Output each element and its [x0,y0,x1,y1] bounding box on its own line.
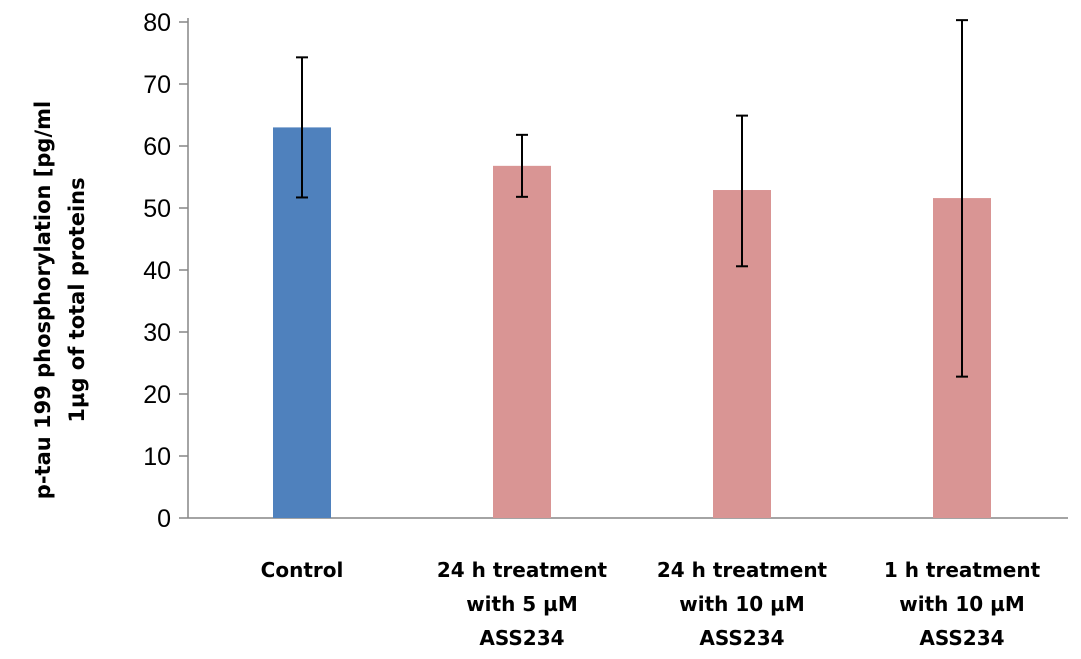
y-tick-label: 80 [143,9,171,37]
x-tick-label: 1 h treatment with 10 µM ASS234 [884,558,1041,650]
y-tick-label: 0 [157,505,171,533]
y-axis-label-line: p-tau 199 phosphorylation [pg/ml [31,101,55,499]
y-tick-label: 30 [143,319,171,347]
y-tick-label: 10 [143,443,171,471]
y-ticks: 0 10 20 30 40 50 60 70 80 [143,9,188,533]
y-tick-label: 50 [143,195,171,223]
y-axis-label: p-tau 199 phosphorylation [pg/ml 1µg of t… [31,101,89,499]
error-bar [956,19,968,378]
y-tick-label: 70 [143,71,171,99]
y-tick-label: 60 [143,133,171,161]
bars [273,127,991,519]
y-axis-label-line: 1µg of total proteins [65,177,89,422]
error-bar [296,56,308,199]
x-tick-label: 24 h treatment with 10 µM ASS234 [657,558,828,650]
x-tick-labels: Control 24 h treatment with 5 µM ASS234 24 h… [261,558,1041,650]
bar [493,165,551,518]
y-tick-label: 20 [143,381,171,409]
error-bars [296,19,968,378]
error-bar [516,133,528,198]
x-tick-label: 24 h treatment with 5 µM ASS234 [437,558,608,650]
y-tick-label: 40 [143,257,171,285]
error-bar [736,114,748,268]
x-tick-label: Control [261,558,344,582]
